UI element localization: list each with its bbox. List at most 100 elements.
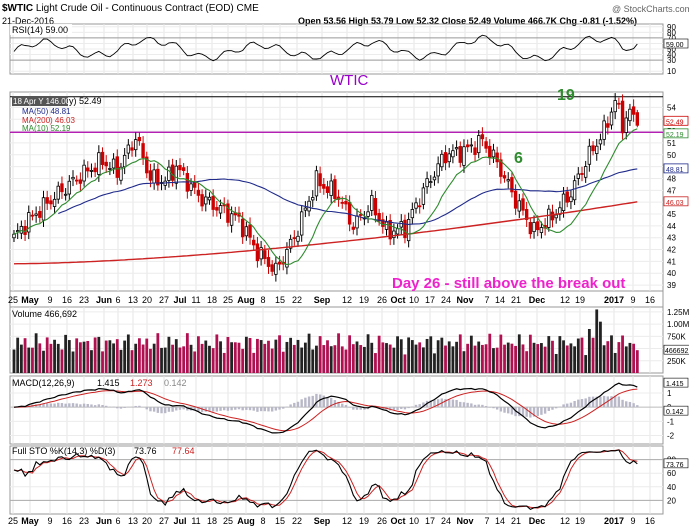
candle-body [181, 167, 186, 171]
candle-body [617, 102, 621, 105]
price-tick-label: 48 [667, 174, 676, 183]
macd-hist-bar [307, 396, 311, 408]
macd-hist-bar [252, 407, 255, 411]
macd-hist-bar [466, 402, 469, 408]
macd-hist-bar [473, 404, 477, 408]
candle-body [248, 224, 252, 238]
macd-hist-bar [591, 396, 595, 408]
volume-bar [64, 334, 68, 373]
volume-bar [337, 333, 340, 373]
candle-body [200, 194, 204, 207]
volume-bar [326, 340, 329, 373]
x-axis-top-frame [9, 290, 664, 308]
x-tick-top: 22 [292, 295, 302, 305]
candle-body [196, 189, 201, 196]
macd-hist-bar [219, 407, 222, 411]
macd-hist-bar [636, 405, 639, 408]
volume-bar [385, 343, 388, 373]
volume-bar [425, 338, 429, 373]
rsi-tick-label: 40 [667, 51, 676, 60]
volume-bar [362, 346, 366, 373]
x-tick-bottom: 15 [275, 516, 285, 526]
candle-body [502, 175, 507, 179]
candle-body [347, 202, 352, 225]
candle-body [207, 196, 212, 201]
volume-bar [484, 344, 488, 373]
macd-hist-bar [171, 407, 174, 412]
x-tick-top: Jun [96, 295, 112, 305]
x-tick-top: 16 [62, 295, 72, 305]
candle-body [576, 173, 580, 179]
candle-body [421, 187, 426, 205]
x-tick-top: 12 [560, 295, 570, 305]
volume-bar [610, 335, 613, 373]
macd-hist-bar [499, 407, 503, 412]
volume-bar [108, 340, 112, 373]
macd-tick-label: -2 [667, 432, 675, 441]
x-tick-top: 6 [115, 295, 120, 305]
macd-hist-bar [495, 407, 499, 410]
macd-hist-bar [363, 407, 366, 410]
candle-body [418, 205, 422, 208]
price-tick-label: 54 [667, 103, 676, 112]
volume-bar [333, 345, 337, 373]
candle-body [491, 149, 496, 158]
volume-value-tag-text: 466692 [665, 348, 688, 355]
volume-bar [506, 342, 510, 373]
macd-hist-bar [53, 403, 56, 408]
volume-bar [392, 347, 396, 373]
instrument-name: Light Crude Oil - Continuous Contract (E… [35, 3, 234, 14]
candle-body [170, 164, 175, 181]
volume-bar [366, 334, 370, 373]
candle-body [569, 196, 573, 203]
macd-hist-bar [329, 397, 333, 408]
candle-body [303, 207, 308, 211]
candle-body [524, 209, 529, 220]
candle-body [565, 191, 569, 203]
macd-hist-bar [237, 407, 241, 410]
symbol-label: $WTIC [2, 3, 34, 14]
candle-body [45, 197, 49, 204]
macd-hist-bar [554, 407, 558, 409]
candle-body [513, 190, 518, 209]
price-tick-label: 43 [667, 234, 676, 243]
overlay-price-label: 18 Apr Y 146.00 [13, 97, 71, 106]
candle-body [277, 261, 282, 265]
rsi-value-tag-text: 59.00 [666, 42, 684, 49]
candle-body [255, 243, 260, 262]
macd-hist-bar [355, 407, 359, 410]
volume-bar [322, 345, 326, 373]
volume-bar [197, 336, 200, 373]
candle-body [432, 176, 437, 181]
candle-body [355, 215, 359, 229]
candle-body [322, 184, 326, 189]
price-tick-label: 50 [667, 151, 676, 160]
volume-bar [558, 336, 562, 373]
volume-bar [436, 340, 440, 373]
candle-body [152, 169, 156, 184]
macd-hist-bar [422, 402, 425, 408]
x-tick-top: 2017 [604, 295, 624, 305]
rsi-tick-label: 50 [667, 45, 676, 54]
rsi-panel: 908070605040301059.00 [13, 23, 689, 76]
x-tick-bottom: 19 [359, 516, 369, 526]
volume-bar [119, 349, 123, 373]
candle-body [572, 180, 577, 201]
volume-bar [53, 339, 56, 373]
price-value-tag [663, 128, 689, 139]
candle-body [388, 220, 392, 240]
volume-bar [587, 329, 591, 373]
price-tick-label: 45 [667, 210, 676, 219]
volume-bar [621, 335, 624, 373]
candle-body [75, 179, 79, 182]
macd-hist-bar [436, 399, 440, 408]
candle-body [30, 214, 35, 217]
candle-body [628, 108, 632, 122]
volume-bar [67, 340, 71, 373]
macd-hist-bar [285, 406, 289, 408]
sto-tick-label: 20 [667, 496, 676, 505]
candle-body [270, 264, 274, 272]
candle-body [395, 228, 400, 235]
ma10-legend: MA(10) 52.19 [22, 124, 71, 133]
